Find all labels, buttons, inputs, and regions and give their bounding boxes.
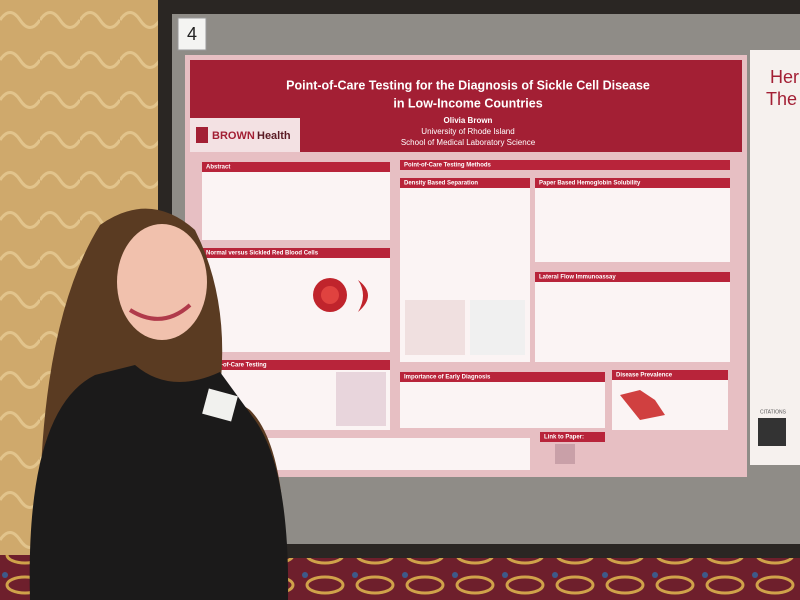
logo-shield bbox=[196, 127, 208, 143]
panel bbox=[400, 382, 605, 428]
name-badge bbox=[202, 388, 238, 422]
logo-health: Health bbox=[257, 130, 291, 142]
map bbox=[620, 390, 665, 420]
panel bbox=[202, 172, 390, 240]
section-title: Disease Prevalence bbox=[616, 373, 673, 379]
section-header bbox=[202, 360, 390, 370]
number-card bbox=[177, 17, 207, 51]
smile bbox=[128, 303, 192, 321]
panel bbox=[535, 282, 730, 362]
figure bbox=[470, 300, 525, 355]
sickle-cell-icon bbox=[358, 280, 368, 312]
section-header bbox=[400, 178, 530, 188]
neighbor-citations: CITATIONS bbox=[760, 409, 787, 415]
qr-code[interactable] bbox=[758, 418, 786, 446]
logo-area bbox=[190, 118, 300, 152]
section-title: Lateral Flow Immunoassay bbox=[539, 275, 616, 281]
section-header bbox=[400, 160, 730, 170]
affiliation: University of Rhode Island bbox=[421, 127, 514, 136]
section-title: Paper Based Hemoglobin Solubility bbox=[539, 181, 641, 187]
neighbor-title: Her bbox=[770, 67, 799, 87]
poster-title: Point-of-Care Testing for the Diagnosis … bbox=[286, 78, 650, 92]
section-header bbox=[612, 370, 728, 380]
section-header bbox=[535, 178, 730, 188]
section-header bbox=[202, 162, 390, 172]
red-cell-icon bbox=[321, 286, 339, 304]
section-header bbox=[540, 432, 605, 442]
section-title: Abstract bbox=[206, 165, 230, 171]
section-title: Point-of-Care Testing Methods bbox=[404, 163, 492, 169]
face bbox=[117, 224, 207, 340]
sweater bbox=[29, 365, 289, 600]
section-header bbox=[535, 272, 730, 282]
section-title: Importance of Early Diagnosis bbox=[404, 375, 491, 381]
panel bbox=[535, 188, 730, 262]
figure bbox=[405, 300, 465, 355]
poster-title: in Low-Income Countries bbox=[393, 96, 542, 110]
author: Olivia Brown bbox=[444, 116, 493, 125]
neighbor-poster bbox=[750, 50, 800, 465]
qr-code[interactable] bbox=[555, 444, 575, 464]
section-header bbox=[400, 372, 605, 382]
board-number: 4 bbox=[187, 24, 197, 44]
section-title: Density Based Separation bbox=[404, 181, 478, 187]
section-header bbox=[202, 248, 390, 258]
panel bbox=[202, 258, 390, 352]
section-title: Point-of-Care Testing bbox=[206, 363, 267, 369]
section-title: Link to Paper: bbox=[544, 435, 584, 441]
section-title: Normal versus Sickled Red Blood Cells bbox=[206, 251, 319, 257]
micrograph bbox=[336, 372, 386, 426]
logo-brown: BROWN bbox=[212, 130, 255, 142]
references bbox=[250, 438, 530, 470]
department: School of Medical Laboratory Science bbox=[401, 138, 536, 147]
neighbor-title: The bbox=[766, 89, 797, 109]
